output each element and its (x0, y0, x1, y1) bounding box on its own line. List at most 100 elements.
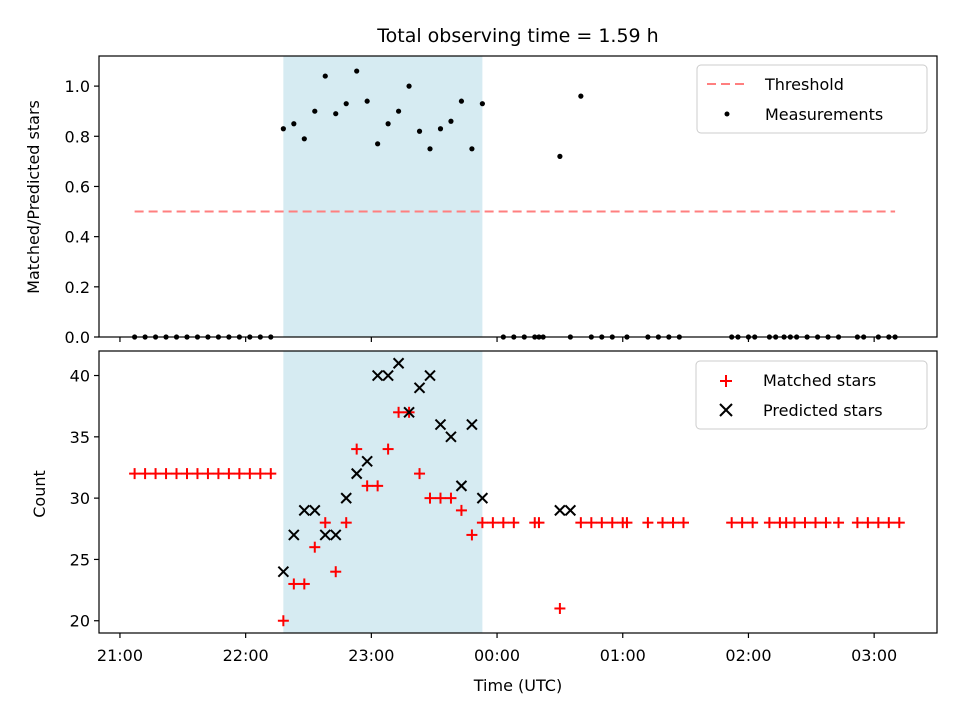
predicted-star-point (309, 504, 321, 517)
measurement-point (437, 126, 444, 132)
measurement-point (416, 128, 423, 134)
matched-star-point (244, 468, 256, 480)
predicted-star-point (340, 492, 352, 504)
predicted-star-point (371, 369, 384, 382)
ratio-panel: 0.0 0.2 0.4 0.6 0.8 1.0 Matched/Predicted sta… (24, 55, 938, 347)
matched-star-point (833, 517, 845, 529)
observing-window-shade-bottom (283, 351, 483, 633)
measurement-point (469, 146, 475, 152)
y-axis-label-top: Matched/Predicted stars (24, 100, 43, 294)
matched-star-point (893, 517, 905, 529)
measurement-point (458, 98, 465, 104)
x-tick-label: 02:00 (725, 646, 771, 665)
legend-frame-bottom (695, 360, 928, 430)
matched-star-point (372, 480, 384, 492)
legend-threshold-label: Threshold (764, 75, 844, 94)
matched-star-point (309, 541, 321, 553)
chart-title: Total observing time = 1.59 h (376, 25, 658, 47)
matched-star-point (554, 602, 566, 614)
matched-star-point (277, 615, 289, 627)
x-axis-ticks-bottom: 21:00 22:00 23:00 00:00 01:00 02:00 03:00 (97, 633, 897, 665)
y-tick-label: 30 (70, 489, 90, 508)
legend-top: Threshold Measurements (696, 64, 928, 134)
predicted-star-point (564, 504, 577, 517)
measurement-point (578, 93, 584, 99)
x-tick-label: 21:00 (97, 646, 143, 665)
x-tick-label: 01:00 (600, 646, 646, 665)
y-tick-label: 0.8 (65, 127, 90, 146)
matched-star-point (150, 468, 162, 480)
measurement-point (322, 73, 328, 79)
predicted-star-point (445, 431, 457, 443)
matched-star-point (361, 480, 373, 492)
y-tick-label: 35 (70, 428, 90, 447)
matched-star-point (139, 468, 151, 480)
measurement-point (375, 141, 381, 147)
matched-star-point (223, 468, 235, 480)
matched-star-point (476, 517, 488, 529)
predicted-star-point (434, 418, 447, 431)
measurement-point (280, 126, 286, 132)
matched-star-point (851, 517, 863, 529)
matched-star-point (351, 443, 363, 455)
measurement-point (301, 136, 307, 142)
y-tick-label: 0.2 (65, 278, 90, 297)
count-panel: 20 25 30 35 40 21:00 22:00 23:00 00:00 01:00 02:0… (30, 350, 938, 695)
matched-star-point (508, 517, 520, 529)
matched-star-point (340, 517, 352, 529)
y-tick-label: 25 (70, 550, 90, 569)
measurement-point (291, 121, 297, 127)
matched-star-point (736, 517, 748, 529)
matched-star-point (872, 517, 884, 529)
matched-star-point (212, 468, 224, 480)
matched-star-point (288, 578, 300, 590)
measurement-point (448, 118, 454, 124)
matched-star-point (233, 468, 245, 480)
measurement-point (364, 98, 370, 104)
measurement-point (479, 101, 485, 107)
measurement-point (312, 108, 318, 114)
y-tick-label: 20 (70, 612, 90, 631)
matched-star-point (202, 468, 214, 480)
matched-star-point (575, 517, 587, 529)
predicted-star-point (288, 529, 300, 541)
plot-frame-bottom (98, 350, 938, 634)
matched-star-point (726, 517, 738, 529)
measurement-point (333, 111, 339, 117)
x-tick-label: 03:00 (851, 646, 897, 665)
legend-predicted-label: Predicted stars (763, 401, 883, 420)
matched-star-point (820, 517, 832, 529)
predicted-star-point (392, 357, 405, 369)
matched-star-point (497, 517, 509, 529)
x-tick-label: 00:00 (474, 646, 520, 665)
y-tick-label: 0.6 (65, 177, 90, 196)
predicted-star-point (382, 369, 394, 382)
matched-star-points (129, 406, 905, 627)
matched-star-point (298, 578, 310, 590)
matched-star-point (799, 517, 811, 529)
legend-measurement-label: Measurements (765, 105, 883, 124)
predicted-star-point (361, 455, 373, 468)
legend-frame-top (696, 64, 928, 134)
matched-star-point (445, 492, 457, 504)
measurement-point (385, 121, 391, 127)
legend-measurement-swatch (724, 111, 730, 117)
matched-star-point (254, 468, 266, 480)
matched-star-point (466, 529, 478, 541)
predicted-star-point (455, 480, 468, 492)
predicted-star-point (298, 504, 311, 517)
legend-predicted-swatch (719, 403, 733, 417)
legend-matched-label: Matched stars (763, 371, 876, 390)
y-axis-label-bottom: Count (30, 470, 49, 518)
matched-star-point (533, 517, 545, 529)
x-tick-label: 23:00 (348, 646, 394, 665)
measurement-point (557, 153, 563, 159)
predicted-star-point (403, 406, 415, 419)
matched-star-point (382, 443, 394, 455)
matched-star-point (678, 517, 690, 529)
matched-star-point (862, 517, 874, 529)
y-tick-label: 0.0 (65, 328, 90, 347)
predicted-star-point (277, 565, 290, 578)
y-tick-label: 0.4 (65, 228, 90, 247)
matched-star-point (789, 517, 801, 529)
